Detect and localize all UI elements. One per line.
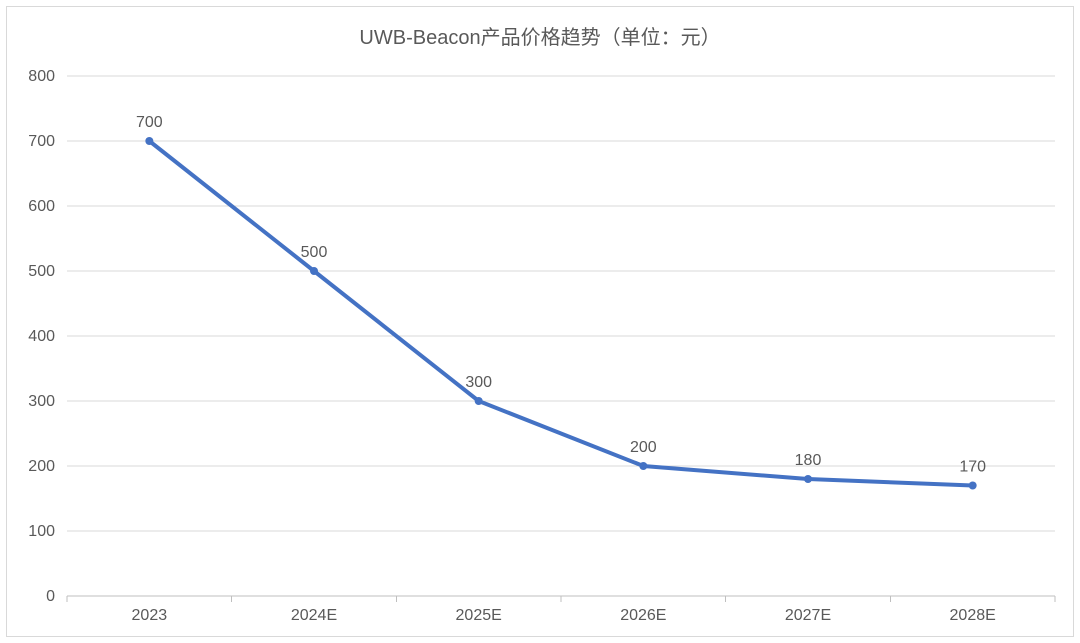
data-marker — [639, 462, 647, 470]
y-tick-label: 0 — [46, 588, 55, 605]
x-tick-label: 2024E — [291, 607, 337, 624]
chart-frame: UWB-Beacon产品价格趋势（单位：元） 0 100 200 300 400 500 6… — [6, 6, 1074, 637]
data-label: 500 — [301, 244, 328, 261]
x-tick-label: 2026E — [620, 607, 666, 624]
x-tick-label: 2027E — [785, 607, 831, 624]
y-tick-label: 500 — [28, 263, 55, 280]
data-marker — [310, 267, 318, 275]
x-tick-label: 2025E — [456, 607, 502, 624]
data-marker — [475, 397, 483, 405]
data-marker — [804, 475, 812, 483]
y-tick-label: 100 — [28, 523, 55, 540]
data-label: 170 — [959, 459, 986, 476]
data-label: 700 — [136, 114, 163, 131]
data-label: 200 — [630, 439, 657, 456]
y-tick-label: 600 — [28, 198, 55, 215]
chart-plot: 0 100 200 300 400 500 600 700 800 2023 2024E 2025E 2… — [7, 56, 1073, 636]
chart-title: UWB-Beacon产品价格趋势（单位：元） — [7, 7, 1073, 56]
y-tick-label: 300 — [28, 393, 55, 410]
y-tick-label: 200 — [28, 458, 55, 475]
y-tick-label: 800 — [28, 68, 55, 85]
x-tick-label: 2023 — [132, 607, 168, 624]
y-tick-label: 700 — [28, 133, 55, 150]
data-label: 180 — [795, 452, 822, 469]
y-tick-label: 400 — [28, 328, 55, 345]
chart-svg: 0 100 200 300 400 500 600 700 800 2023 2024E 2025E 2… — [7, 56, 1073, 636]
x-tick-label: 2028E — [950, 607, 996, 624]
data-label: 300 — [465, 374, 492, 391]
data-marker — [969, 482, 977, 490]
data-marker — [145, 137, 153, 145]
line-series — [149, 141, 972, 486]
